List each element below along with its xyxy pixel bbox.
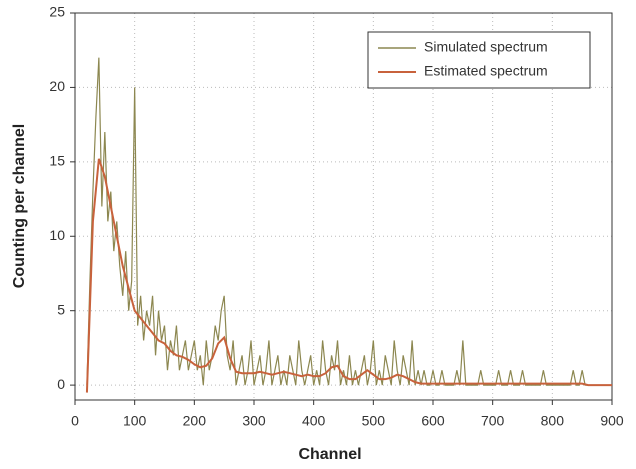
x-tick-label: 800 <box>541 413 565 429</box>
x-tick-label: 600 <box>421 413 445 429</box>
y-axis-label: Counting per channel <box>11 124 28 288</box>
series-line <box>85 158 612 393</box>
x-tick-label: 700 <box>481 413 505 429</box>
x-tick-label: 400 <box>302 413 326 429</box>
x-axis-label: Channel <box>298 446 361 463</box>
y-tick-label: 15 <box>49 153 65 169</box>
y-tick-label: 25 <box>49 4 65 20</box>
x-tick-label: 900 <box>600 413 624 429</box>
x-tick-label: 300 <box>242 413 266 429</box>
x-tick-label: 0 <box>71 413 79 429</box>
y-tick-label: 0 <box>57 376 65 392</box>
y-tick-label: 5 <box>57 301 65 317</box>
plot-frame <box>74 12 613 401</box>
legend-label: Estimated spectrum <box>424 63 548 79</box>
legend-box <box>367 31 591 89</box>
legend-label: Simulated spectrum <box>424 39 548 55</box>
series-line <box>86 57 595 386</box>
x-tick-label: 200 <box>183 413 207 429</box>
x-tick-label: 500 <box>362 413 386 429</box>
x-tick-label: 100 <box>123 413 147 429</box>
y-tick-label: 10 <box>49 227 65 243</box>
y-tick-label: 20 <box>49 78 65 94</box>
